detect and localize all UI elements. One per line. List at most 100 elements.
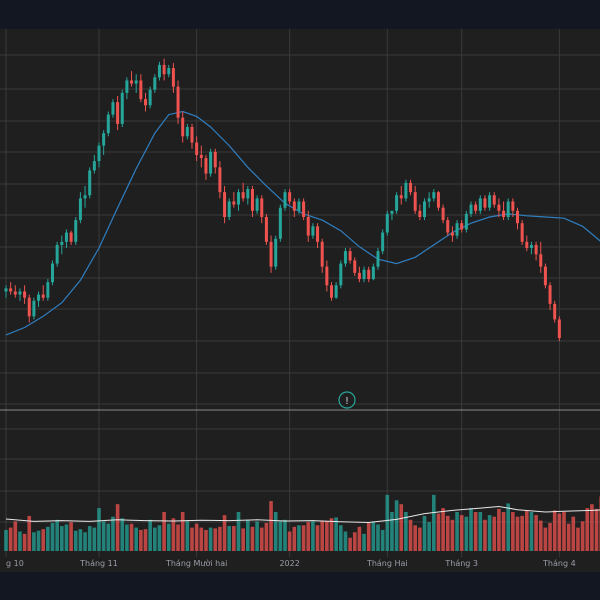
candle[interactable]: [130, 71, 134, 87]
candle[interactable]: [102, 130, 106, 155]
candle[interactable]: [78, 192, 82, 224]
candle[interactable]: [18, 288, 22, 301]
candle[interactable]: [125, 77, 129, 100]
candle[interactable]: [381, 229, 385, 255]
candle[interactable]: [74, 217, 78, 245]
candle[interactable]: [543, 263, 547, 289]
candle[interactable]: [195, 136, 199, 162]
candle[interactable]: [41, 285, 45, 301]
candle[interactable]: [37, 291, 41, 307]
candlestick-chart[interactable]: g 10 Tháng 11 Tháng Mười hai 2022 Tháng Hai T…: [0, 29, 600, 572]
candle[interactable]: [553, 300, 557, 323]
candle[interactable]: [441, 204, 445, 224]
candle[interactable]: [255, 195, 259, 214]
candle[interactable]: [148, 86, 152, 109]
candle[interactable]: [367, 266, 371, 283]
candle[interactable]: [446, 217, 450, 236]
candle[interactable]: [199, 145, 203, 168]
candle[interactable]: [390, 210, 394, 221]
candle[interactable]: [413, 185, 417, 214]
candle[interactable]: [218, 161, 222, 199]
candle[interactable]: [348, 248, 352, 264]
candle[interactable]: [106, 111, 110, 137]
candle[interactable]: [399, 185, 403, 205]
candle[interactable]: [492, 192, 496, 208]
candle[interactable]: [469, 201, 473, 217]
candle[interactable]: [153, 74, 157, 93]
candle[interactable]: [83, 185, 87, 208]
candle[interactable]: [69, 230, 73, 245]
candle[interactable]: [376, 248, 380, 270]
candle[interactable]: [139, 74, 143, 103]
candle[interactable]: [23, 285, 27, 304]
candle[interactable]: [316, 223, 320, 249]
candle[interactable]: [534, 241, 538, 261]
candle[interactable]: [516, 207, 519, 230]
candle[interactable]: [269, 235, 273, 273]
candle[interactable]: [339, 260, 343, 289]
candle[interactable]: [181, 111, 185, 143]
candle[interactable]: [144, 92, 147, 112]
candle[interactable]: [55, 241, 59, 267]
candle[interactable]: [548, 282, 552, 311]
candle[interactable]: [246, 185, 250, 205]
candle[interactable]: [274, 235, 278, 270]
candle[interactable]: [278, 204, 282, 242]
candle[interactable]: [306, 210, 310, 242]
candle[interactable]: [506, 198, 510, 221]
candle[interactable]: [557, 316, 561, 342]
chart-panel[interactable]: g 10 Tháng 11 Tháng Mười hai 2022 Tháng Hai T…: [0, 29, 600, 572]
candle[interactable]: [404, 179, 408, 202]
candle[interactable]: [9, 282, 13, 295]
candle[interactable]: [190, 123, 194, 149]
candle[interactable]: [334, 282, 338, 299]
candle[interactable]: [427, 192, 431, 208]
candle[interactable]: [27, 294, 31, 323]
info-circle-icon[interactable]: !: [338, 391, 356, 409]
candle[interactable]: [302, 198, 306, 221]
candle[interactable]: [64, 229, 68, 249]
candle[interactable]: [223, 185, 227, 224]
candle[interactable]: [134, 74, 138, 93]
candle[interactable]: [353, 257, 357, 276]
candle[interactable]: [292, 198, 296, 217]
candle[interactable]: [311, 223, 315, 239]
candle[interactable]: [343, 248, 347, 267]
candle[interactable]: [320, 238, 324, 273]
candle[interactable]: [511, 198, 515, 217]
candle[interactable]: [250, 185, 254, 217]
candle[interactable]: [227, 198, 231, 221]
candle[interactable]: [357, 266, 361, 283]
candle[interactable]: [116, 95, 120, 131]
candle[interactable]: [409, 179, 413, 196]
candle[interactable]: [232, 192, 236, 208]
candle[interactable]: [162, 58, 166, 81]
candle[interactable]: [213, 148, 217, 174]
candle[interactable]: [478, 195, 482, 214]
candle[interactable]: [4, 285, 8, 298]
candle[interactable]: [51, 260, 54, 286]
candle[interactable]: [385, 210, 389, 236]
candle[interactable]: [46, 279, 50, 301]
candle[interactable]: [520, 220, 524, 245]
candle[interactable]: [460, 220, 464, 233]
candle[interactable]: [92, 154, 96, 174]
candle[interactable]: [32, 297, 36, 320]
candle[interactable]: [241, 182, 245, 202]
candles[interactable]: [4, 58, 561, 342]
candle[interactable]: [111, 99, 115, 118]
candle[interactable]: [13, 285, 17, 298]
candle[interactable]: [464, 210, 468, 233]
candle[interactable]: [418, 204, 422, 221]
candle[interactable]: [423, 198, 426, 221]
candle[interactable]: [157, 61, 161, 81]
candle[interactable]: [450, 226, 454, 242]
candle[interactable]: [171, 63, 175, 93]
candle[interactable]: [264, 213, 268, 245]
candle[interactable]: [529, 241, 533, 255]
candle[interactable]: [432, 189, 436, 202]
candle[interactable]: [539, 241, 543, 273]
candle[interactable]: [88, 167, 92, 199]
candle[interactable]: [455, 220, 459, 239]
candle[interactable]: [502, 201, 506, 221]
